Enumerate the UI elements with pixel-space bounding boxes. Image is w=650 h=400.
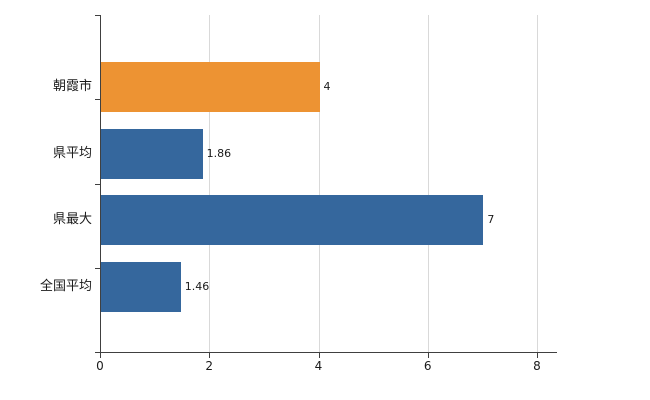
x-tick-label: 4	[314, 359, 323, 373]
y-axis-tick	[95, 352, 100, 353]
value-label: 4	[323, 80, 331, 93]
gridline	[209, 15, 211, 352]
x-axis-tick	[537, 353, 538, 358]
bar	[101, 195, 484, 246]
category-label: 県平均	[52, 145, 92, 161]
gridline	[318, 15, 320, 352]
bar	[101, 128, 203, 179]
x-axis-tick	[318, 353, 320, 358]
value-label: 7	[487, 213, 495, 227]
gridline	[427, 15, 429, 352]
gridline	[537, 15, 538, 352]
x-axis-tick	[427, 353, 429, 358]
category-label: 県最大	[52, 212, 92, 228]
bar	[101, 262, 181, 313]
y-axis-line	[100, 15, 101, 352]
y-axis-tick	[95, 15, 100, 16]
y-axis-tick	[95, 267, 100, 269]
x-axis-tick	[209, 353, 211, 358]
value-label: 1.46	[184, 280, 210, 294]
category-label: 朝霞市	[52, 79, 92, 94]
x-tick-label: 6	[423, 359, 432, 373]
y-axis-tick	[95, 99, 100, 101]
y-axis-tick	[95, 183, 100, 185]
x-axis-line	[100, 352, 557, 353]
value-label: 1.86	[206, 146, 232, 160]
x-tick-label: 8	[533, 359, 541, 373]
x-tick-label: 0	[96, 359, 104, 373]
bar	[101, 62, 320, 112]
category-label: 全国平均	[39, 279, 92, 295]
x-tick-label: 2	[205, 359, 214, 373]
x-axis-tick	[100, 353, 101, 358]
